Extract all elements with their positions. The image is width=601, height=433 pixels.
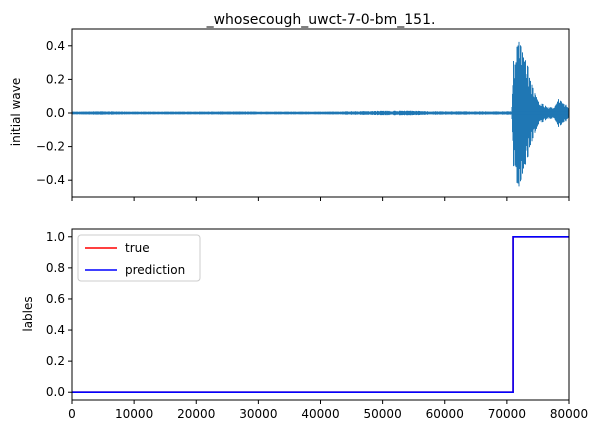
bottom-plot-ticks: 0.0 0.2 0.4 0.6 0.8 1.0 0 10000 20000 30000 40000 5… [46,230,588,421]
bottom-ytick-label: 0.4 [46,323,65,337]
bottom-ytick-label: 0.0 [46,385,65,399]
top-ytick-label: −0.4 [36,173,65,187]
top-plot-title: _whosecough_uwct-7-0-bm_151. [206,12,436,28]
bottom-plot-marks [72,236,569,394]
top-plot-ylabel: initial wave [9,78,23,146]
bottom-ytick-label: 0.2 [46,354,65,368]
top-plot-ticks: −0.4 −0.2 0.0 0.2 0.4 [36,39,570,201]
bottom-xtick-label: 80000 [550,407,588,421]
bottom-xtick-label: 0 [68,407,76,421]
top-plot: _whosecough_uwct-7-0-bm_151. initial wav… [9,12,570,201]
bottom-xtick-label: 30000 [239,407,277,421]
series-prediction [72,236,569,394]
bottom-xtick-label: 20000 [177,407,215,421]
top-plot-frame [71,28,570,198]
bottom-plot: lables 0.0 0.2 0.4 0.6 0.8 1.0 0 10000 20000 3000… [21,228,588,421]
bottom-ytick-label: 0.6 [46,292,65,306]
bottom-xtick-label: 70000 [488,407,526,421]
bottom-ytick-label: 0.8 [46,261,65,275]
bottom-plot-ylabel: lables [21,296,35,331]
bottom-xtick-label: 40000 [301,407,339,421]
legend: true prediction [77,234,201,282]
bottom-plot-frame [71,228,570,401]
top-ytick-label: 0.4 [46,39,65,53]
top-ytick-label: −0.2 [36,140,65,154]
bottom-xtick-label: 10000 [115,407,153,421]
legend-label-prediction: prediction [125,263,185,277]
bottom-xtick-label: 50000 [364,407,402,421]
top-plot-marks [71,41,570,187]
top-ytick-label: 0.0 [46,106,65,120]
top-ytick-label: 0.2 [46,72,65,86]
bottom-xtick-label: 60000 [426,407,464,421]
legend-label-true: true [125,241,150,255]
bottom-ytick-label: 1.0 [46,230,65,244]
